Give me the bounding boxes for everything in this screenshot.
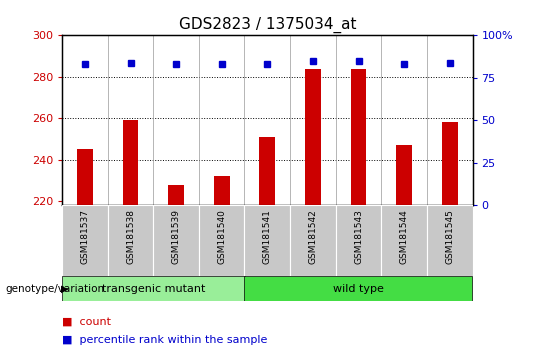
Text: GSM181544: GSM181544 [400, 209, 409, 264]
Text: GSM181541: GSM181541 [263, 209, 272, 264]
Bar [427, 205, 472, 276]
Text: ■  percentile rank within the sample: ■ percentile rank within the sample [62, 335, 267, 345]
Text: ▶: ▶ [60, 284, 68, 293]
Text: transgenic mutant: transgenic mutant [102, 284, 205, 293]
Bar [123, 120, 138, 205]
Bar [290, 205, 336, 276]
Bar [336, 205, 381, 276]
Bar [107, 205, 153, 276]
Bar [62, 205, 107, 276]
Bar [245, 205, 290, 276]
Text: wild type: wild type [333, 284, 384, 293]
Bar [199, 205, 245, 276]
Bar [305, 69, 321, 205]
Text: GSM181538: GSM181538 [126, 209, 135, 264]
Text: GSM181537: GSM181537 [80, 209, 90, 264]
Title: GDS2823 / 1375034_at: GDS2823 / 1375034_at [179, 16, 356, 33]
Text: GSM181540: GSM181540 [217, 209, 226, 264]
Text: GSM181545: GSM181545 [445, 209, 454, 264]
Text: GSM181542: GSM181542 [308, 209, 318, 264]
Bar [442, 122, 458, 205]
Text: genotype/variation: genotype/variation [5, 284, 105, 293]
Bar [214, 176, 230, 205]
Bar [396, 145, 412, 205]
Bar [245, 276, 472, 301]
Text: ■  count: ■ count [62, 317, 111, 327]
Bar [381, 205, 427, 276]
Text: GSM181543: GSM181543 [354, 209, 363, 264]
Bar [350, 69, 367, 205]
Bar [62, 276, 245, 301]
Bar [77, 149, 93, 205]
Text: GSM181539: GSM181539 [172, 209, 180, 264]
Bar [153, 205, 199, 276]
Bar [259, 137, 275, 205]
Bar [168, 184, 184, 205]
